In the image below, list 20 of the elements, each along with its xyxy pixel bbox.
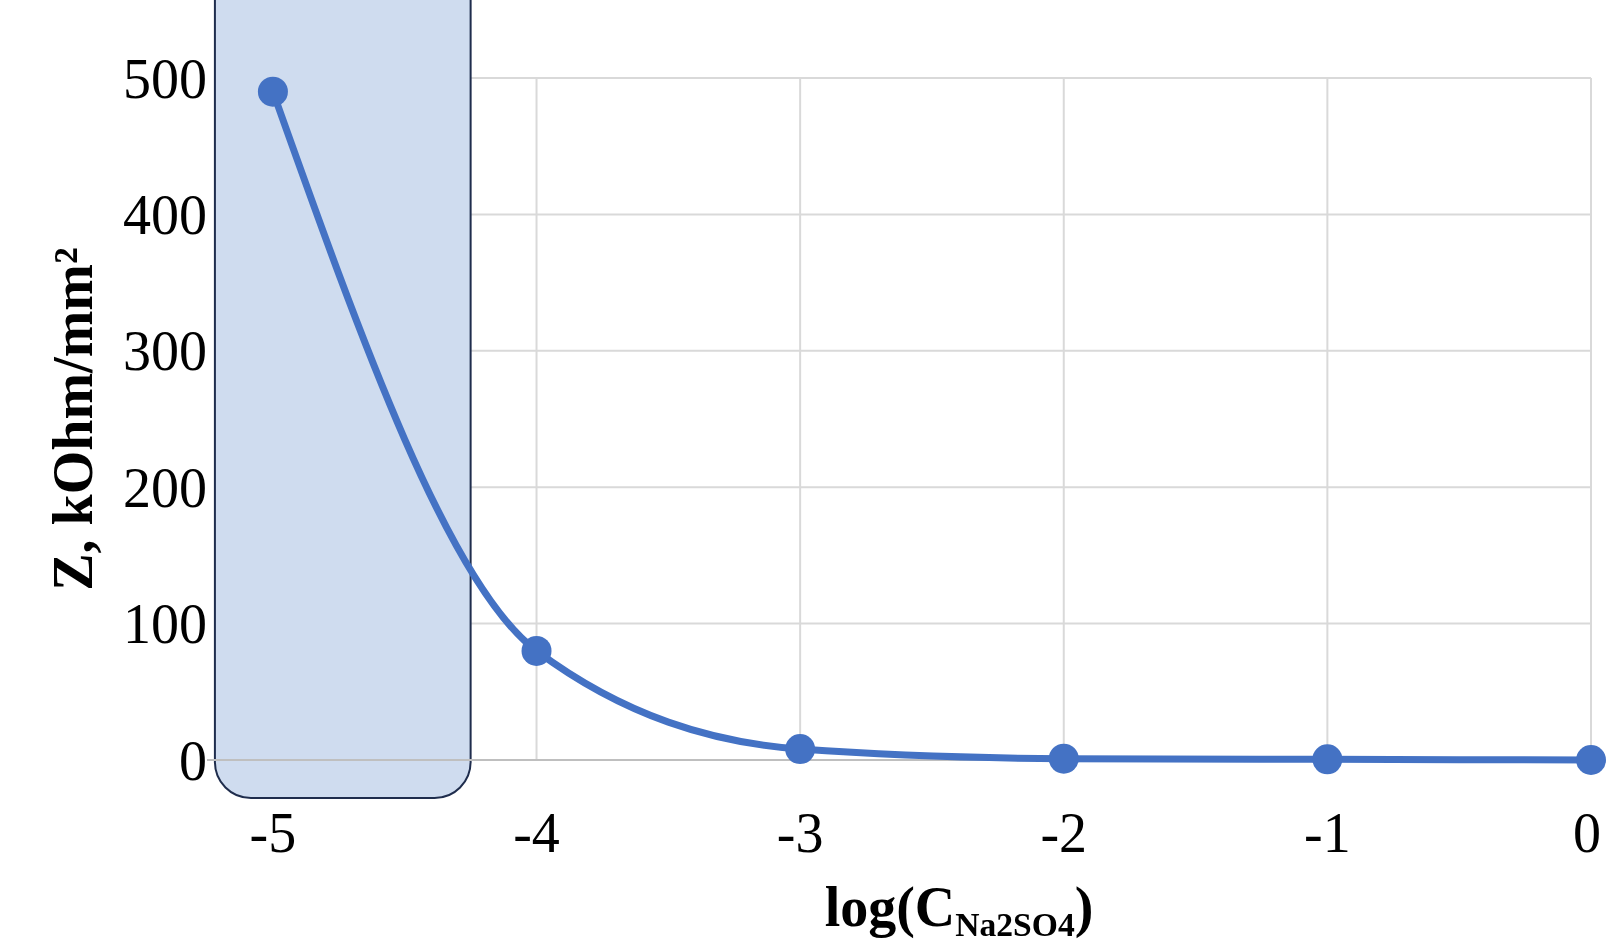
point bbox=[785, 734, 816, 765]
y-tick-label: 100 bbox=[123, 593, 207, 656]
y-tick-label: 500 bbox=[123, 47, 207, 110]
y-tick-label: 300 bbox=[123, 320, 207, 383]
y-tick-label: 400 bbox=[123, 184, 207, 246]
x-tick-label: -5 bbox=[249, 802, 297, 864]
y-tick-label: 200 bbox=[123, 456, 207, 519]
x-axis-title: log(C$_{Na2SO4}$) bbox=[824, 876, 1094, 944]
y-axis-title: Z, kOhm/mm² bbox=[42, 247, 104, 591]
y-tick-label: 0 bbox=[179, 729, 207, 792]
x-tick-label: 0 bbox=[1573, 802, 1601, 864]
point bbox=[521, 635, 552, 666]
point bbox=[1312, 744, 1343, 775]
point bbox=[1048, 743, 1079, 774]
x-tick-label: -1 bbox=[1304, 802, 1351, 864]
x-tick-label: -4 bbox=[513, 802, 560, 864]
x-tick-label: -3 bbox=[776, 802, 824, 864]
point bbox=[1576, 745, 1606, 775]
point bbox=[257, 76, 288, 107]
x-tick-label: -2 bbox=[1040, 802, 1088, 864]
